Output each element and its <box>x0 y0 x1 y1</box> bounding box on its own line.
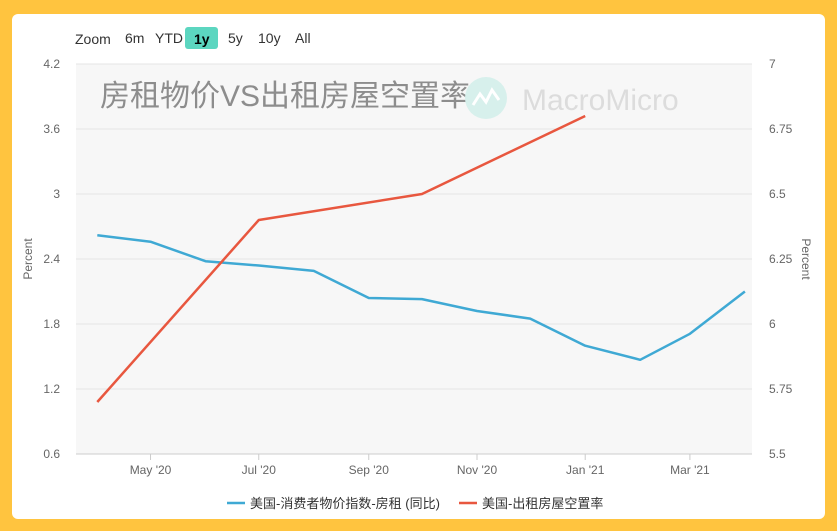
series-line-vacancy <box>96 114 586 403</box>
y-left-tick-label: 4.2 <box>43 57 60 71</box>
y-right-tick-label: 7 <box>769 57 776 71</box>
y-axis-left-title: Percent <box>21 238 35 280</box>
zoom-1y-button[interactable]: 1y <box>194 31 210 47</box>
zoom-label: Zoom <box>75 31 111 47</box>
watermark: 房租物价VS出租房屋空置率 MacroMicro <box>100 77 679 119</box>
zoom-bar: Zoom 6m YTD 1y 5y 10y All <box>75 27 311 49</box>
y-right-tick-label: 5.5 <box>769 447 786 461</box>
y-right-tick-label: 6.75 <box>769 122 793 136</box>
zoom-5y-button[interactable]: 5y <box>228 30 243 46</box>
chart-title: 房租物价VS出租房屋空置率 <box>100 80 470 113</box>
x-tick-label: Jan '21 <box>566 463 605 477</box>
legend-item-vacancy[interactable]: 美国-出租房屋空置率 <box>459 496 603 511</box>
y-right-tick-label: 6 <box>769 317 776 331</box>
series-line-rent-cpi <box>97 233 746 362</box>
x-tick-label: May '20 <box>130 463 172 477</box>
legend-item-rent-cpi[interactable]: 美国-消费者物价指数-房租 (同比) <box>227 496 440 511</box>
y-left-tick-label: 3.6 <box>43 122 60 136</box>
x-tick-label: Nov '20 <box>457 463 498 477</box>
chart-frame: 房租物价VS出租房屋空置率 MacroMicro Zoom 6m YTD 1y … <box>12 14 825 519</box>
y-right-tick-label: 6.25 <box>769 252 793 266</box>
y-left-tick-label: 3 <box>53 187 60 201</box>
y-left-tick-label: 2.4 <box>43 252 60 266</box>
macromicro-logo-icon <box>465 77 507 119</box>
zoom-selected-highlight <box>185 27 218 49</box>
series-lines <box>96 114 746 403</box>
y-left-tick-label: 0.6 <box>43 447 60 461</box>
zoom-6m-button[interactable]: 6m <box>125 30 144 46</box>
x-tick-label: Jul '20 <box>242 463 277 477</box>
zoom-all-button[interactable]: All <box>295 30 311 46</box>
macromicro-logo-mark <box>471 87 501 106</box>
y-right-tick-label: 6.5 <box>769 187 786 201</box>
x-tick-label: Mar '21 <box>670 463 710 477</box>
y-left-tick-label: 1.8 <box>43 317 60 331</box>
watermark-brand: MacroMicro <box>522 84 679 117</box>
y-left-tick-label: 1.2 <box>43 382 60 396</box>
legend-label-rent-cpi: 美国-消费者物价指数-房租 (同比) <box>250 496 440 511</box>
axes: 0.6 1.2 1.8 2.4 3 3.6 4.2 5.5 5.75 6 6.25 6.5 6.75 7 M… <box>43 57 792 477</box>
chart: 房租物价VS出租房屋空置率 MacroMicro Zoom 6m YTD 1y … <box>21 27 813 511</box>
zoom-ytd-button[interactable]: YTD <box>155 30 183 46</box>
legend-label-vacancy: 美国-出租房屋空置率 <box>482 496 603 511</box>
y-right-tick-label: 5.75 <box>769 382 793 396</box>
y-axis-right-title: Percent <box>799 238 813 280</box>
x-tick-label: Sep '20 <box>349 463 390 477</box>
legend: 美国-消费者物价指数-房租 (同比) 美国-出租房屋空置率 <box>227 496 603 511</box>
zoom-10y-button[interactable]: 10y <box>258 30 281 46</box>
